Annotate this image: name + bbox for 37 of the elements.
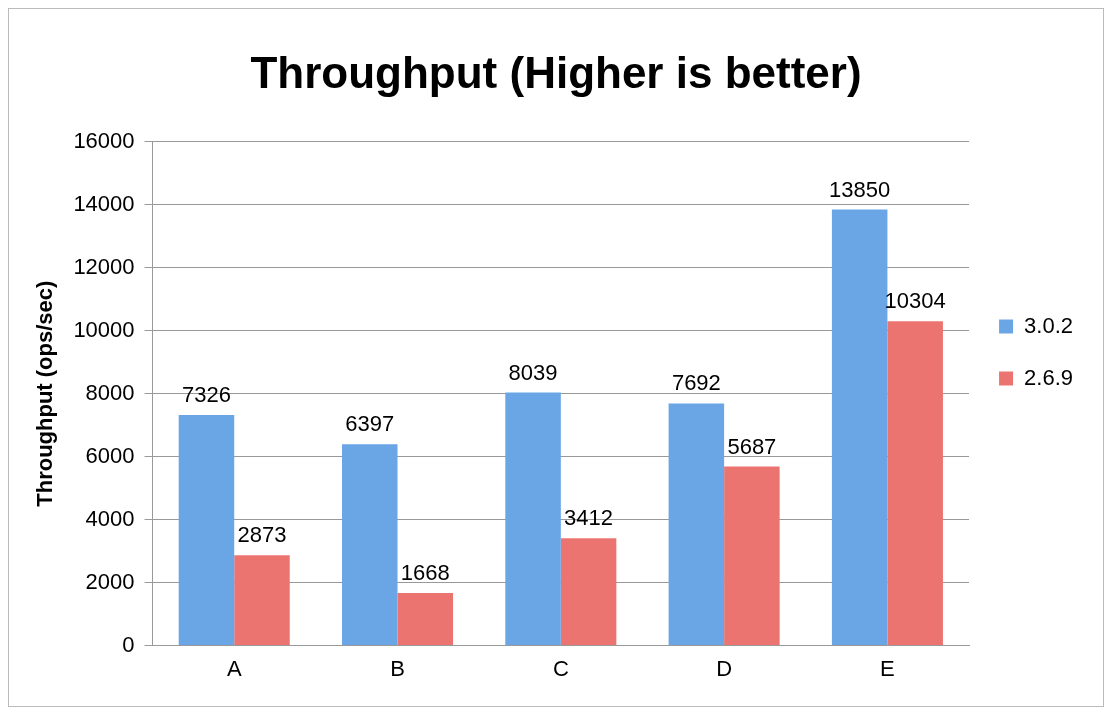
data-label: 3412	[564, 505, 614, 531]
y-tick-label: 10000	[73, 316, 135, 342]
bar	[560, 538, 617, 646]
bar	[505, 392, 561, 646]
data-label: 5687	[727, 433, 777, 459]
y-tick-label: 4000	[85, 505, 135, 531]
y-tick-label: 2000	[85, 568, 135, 594]
bar	[887, 321, 943, 646]
bar	[234, 555, 290, 646]
data-label: 13850	[829, 176, 891, 202]
bar	[178, 414, 235, 646]
data-label: 1668	[400, 560, 450, 586]
x-tick-label: E	[880, 655, 895, 681]
chart-title: Throughput (Higher is better)	[250, 47, 862, 97]
bar	[342, 444, 398, 646]
bar	[724, 466, 780, 646]
x-tick-label: C	[552, 655, 569, 681]
x-tick-label: A	[226, 655, 242, 681]
bar	[397, 593, 454, 646]
y-axis-title: Throughput (ops/sec)	[32, 280, 58, 507]
x-tick-label: B	[390, 655, 405, 681]
legend-label: 3.0.2	[1024, 312, 1074, 338]
bar	[668, 403, 725, 646]
data-label: 2873	[237, 522, 287, 548]
y-tick-label: 8000	[85, 379, 135, 405]
y-tick-label: 14000	[73, 190, 135, 216]
data-label: 6397	[345, 411, 395, 437]
bar	[831, 209, 888, 646]
y-tick-label: 16000	[73, 127, 135, 153]
y-tick-label: 6000	[85, 442, 135, 468]
y-tick-label: 0	[122, 631, 135, 657]
data-label: 7326	[181, 381, 231, 407]
y-tick-label: 12000	[73, 253, 135, 279]
legend-label: 2.6.9	[1024, 364, 1074, 390]
data-label: 8039	[508, 359, 558, 385]
data-label: 7692	[671, 370, 721, 396]
x-tick-label: D	[716, 655, 733, 681]
